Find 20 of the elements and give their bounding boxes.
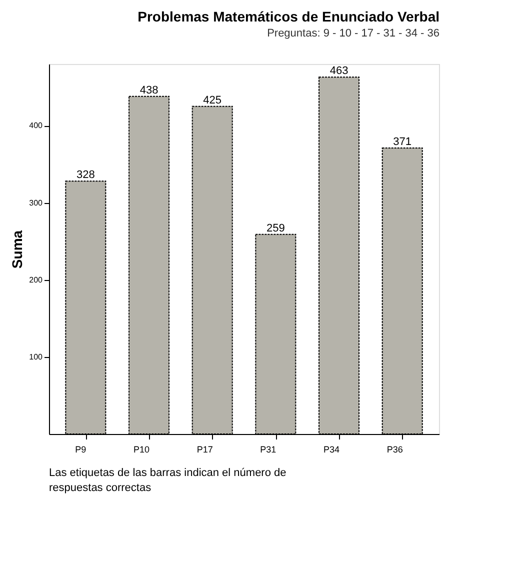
x-tick-label: P34 xyxy=(323,444,340,454)
x-tick-label: P31 xyxy=(260,444,276,454)
x-tick-label: P17 xyxy=(196,444,213,454)
data-label: 259 xyxy=(266,222,285,234)
y-tick-label: 400 xyxy=(29,121,44,130)
text: Las etiquetas de las barras indican el número de respuestas correctas xyxy=(49,467,286,494)
data-label: 328 xyxy=(76,169,95,182)
data-label: 438 xyxy=(140,84,158,96)
data-label: 463 xyxy=(330,65,348,78)
data-label: 371 xyxy=(393,136,412,148)
x-tick-label: P10 xyxy=(133,444,150,454)
y-tick-label: 100 xyxy=(29,352,44,362)
y-tick-label: 200 xyxy=(29,275,44,284)
x-tick-label: P36 xyxy=(386,444,403,454)
chart-title: Problemas Matemáticos de Enunciado Verbal xyxy=(138,8,440,24)
data-label: 425 xyxy=(203,94,222,106)
y-tick-label: 300 xyxy=(29,198,44,208)
chart-subtitle: Preguntas: 9 - 10 - 17 - 31 - 34 - 36 xyxy=(267,28,440,40)
y-axis-title: Suma xyxy=(9,230,26,269)
x-tick-label: P9 xyxy=(75,444,86,454)
